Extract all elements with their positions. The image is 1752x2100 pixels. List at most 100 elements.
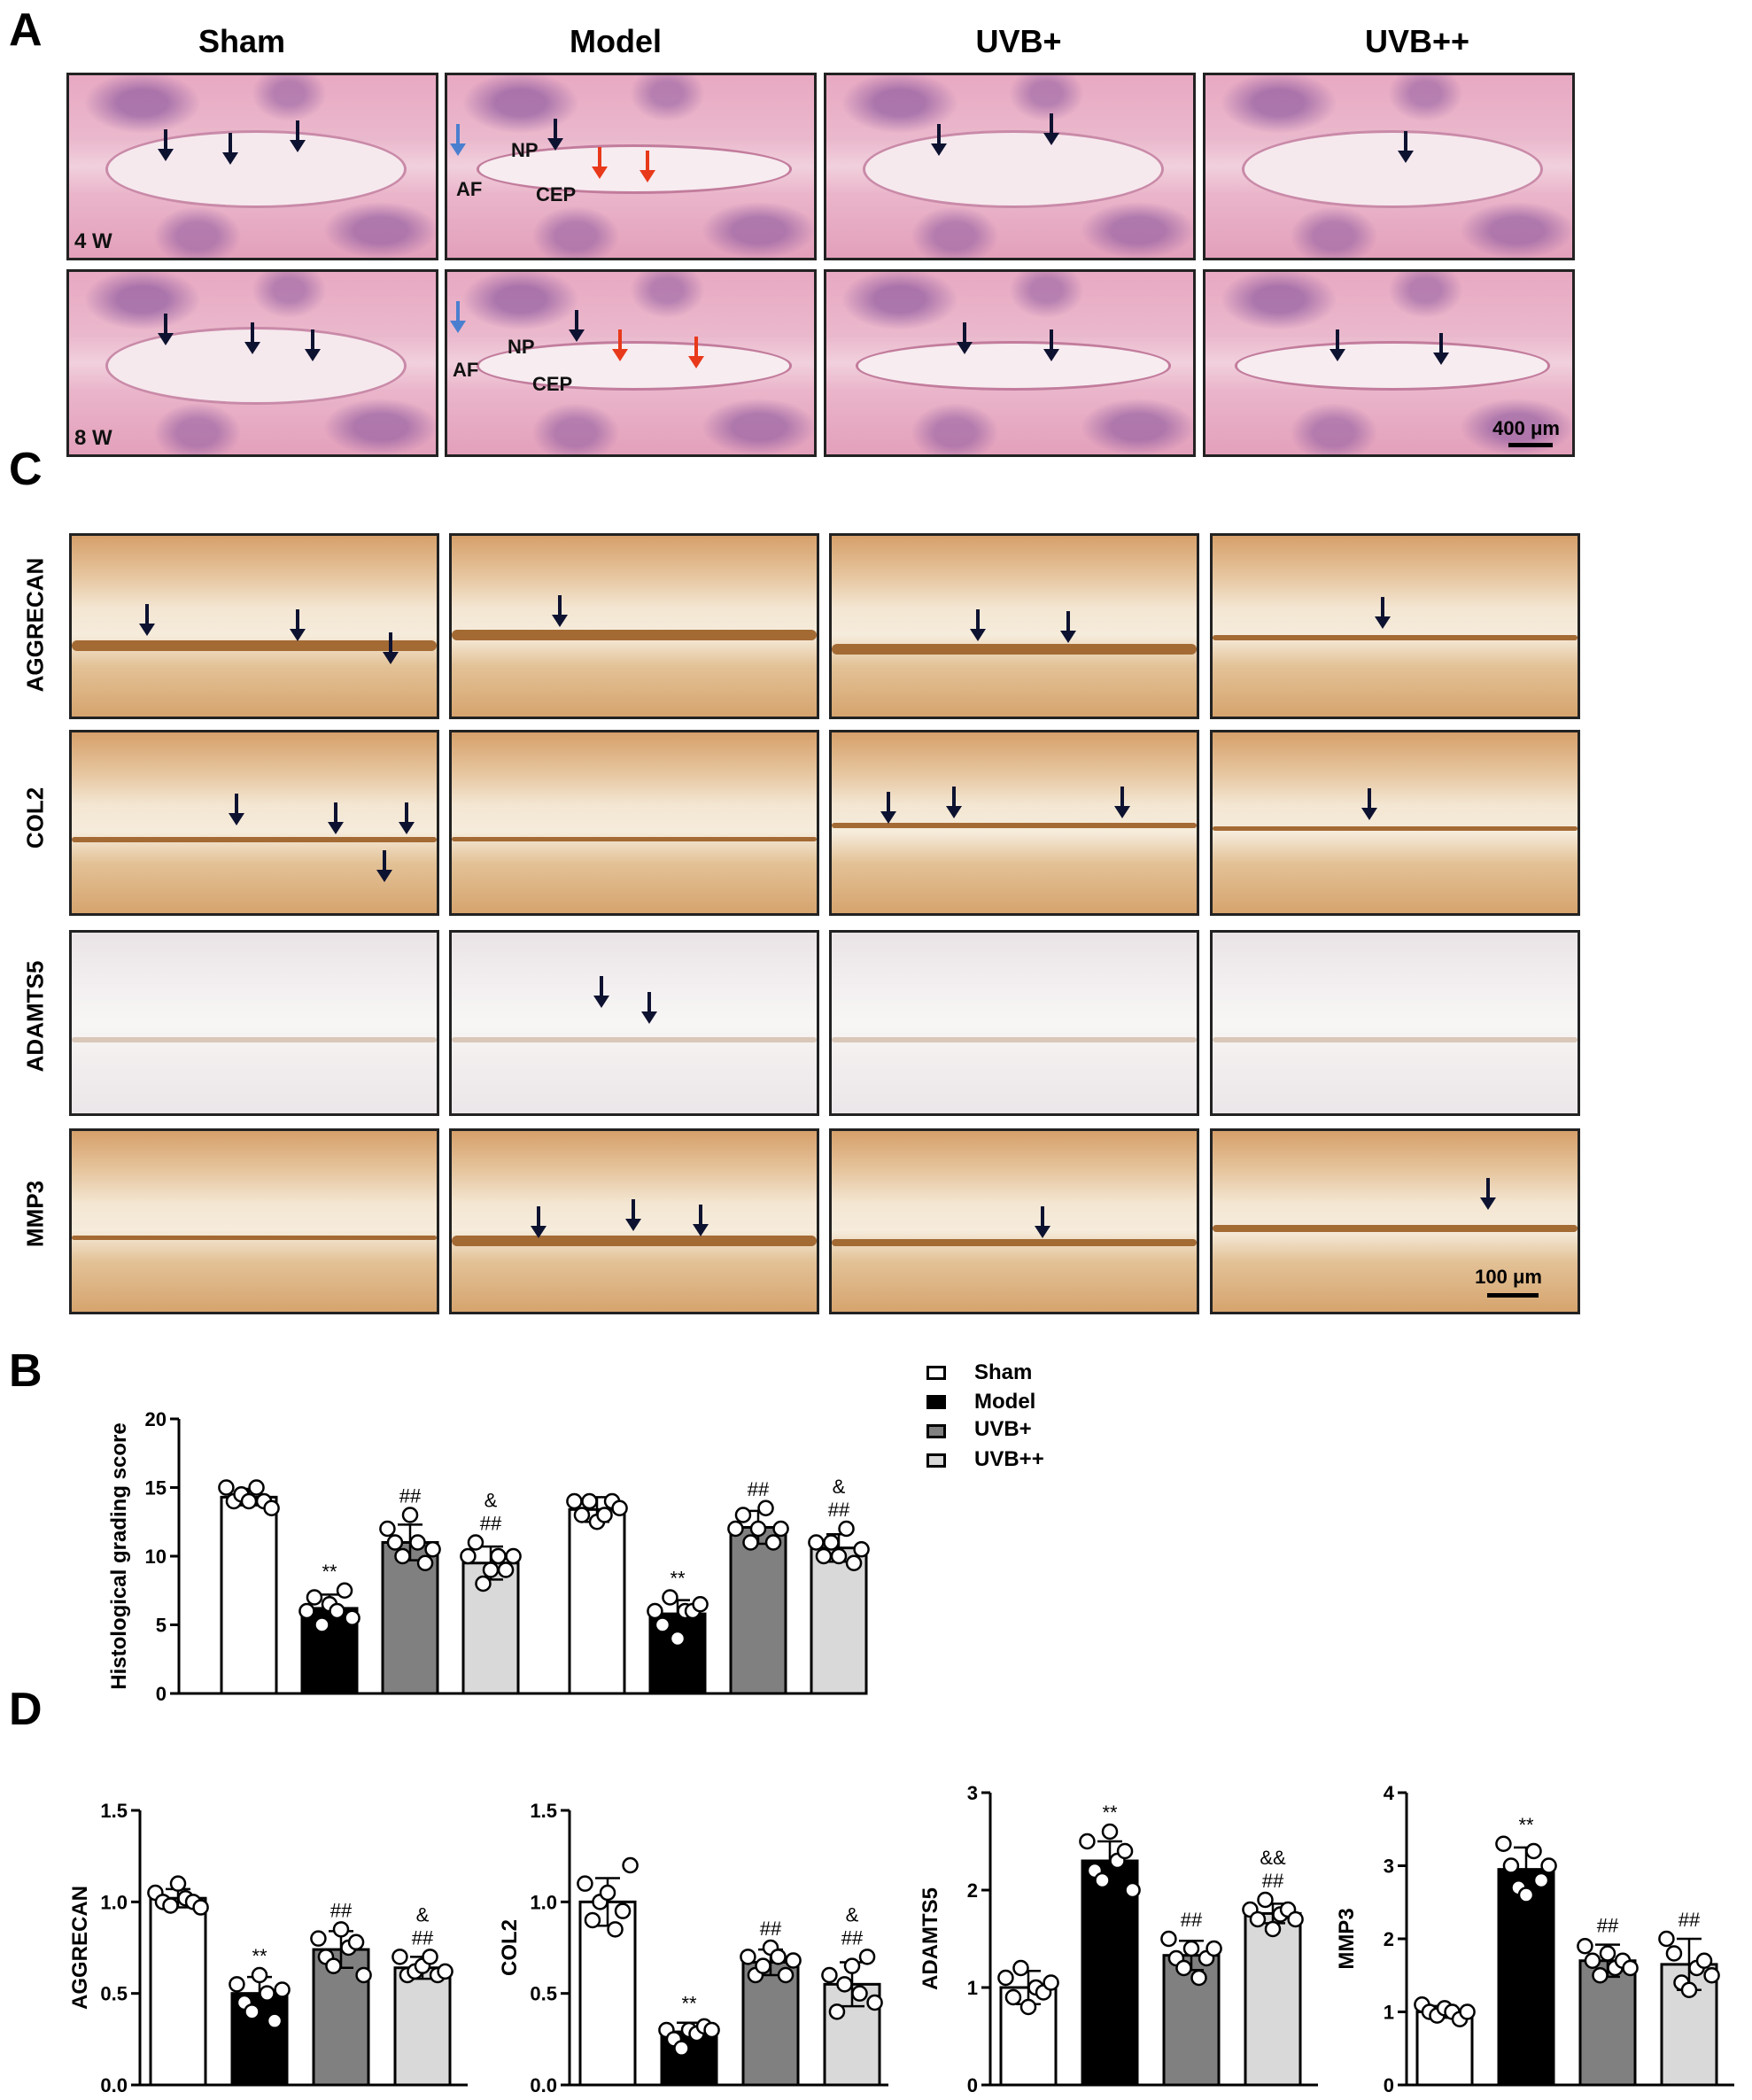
significance-label: ## — [1262, 1870, 1284, 1892]
data-point — [742, 1534, 759, 1551]
bar — [729, 1525, 787, 1695]
data-point — [482, 1561, 500, 1578]
y-axis-label: COL2 — [498, 1919, 522, 1976]
data-point — [599, 1884, 616, 1902]
significance-label: ## — [1678, 1909, 1701, 1931]
bar — [1244, 1911, 1302, 2087]
bar — [393, 1966, 452, 2087]
legend-label-sham: Sham — [974, 1360, 1033, 1384]
data-point — [251, 1966, 268, 1984]
data-point — [386, 1534, 404, 1551]
column-header-uvb-plus: UVB+ — [975, 23, 1062, 59]
data-point — [1584, 1952, 1601, 1969]
data-point — [843, 1957, 861, 1974]
he-image-uvb-plus-4w — [824, 73, 1196, 260]
data-point — [475, 1575, 492, 1592]
data-point — [703, 2021, 720, 2039]
data-point — [1695, 1952, 1713, 1969]
data-point — [347, 1933, 365, 1951]
legend-label-uvb-plus: UVB+ — [974, 1417, 1032, 1441]
data-point — [808, 1534, 825, 1551]
row-label-aggrecan: AGGRECAN — [21, 557, 49, 693]
ihc-adamts5-uvb-plusplus — [1210, 930, 1580, 1116]
y-tick-label: 1 — [1384, 2002, 1394, 2024]
ihc-mmp3-sham — [69, 1128, 439, 1314]
y-tick-label: 4 — [1384, 1782, 1395, 1804]
data-point — [263, 1499, 280, 1516]
data-point — [1287, 1910, 1304, 1928]
ihc-mmp3-uvb-plusplus: 100 μm — [1210, 1128, 1580, 1314]
data-point — [1079, 1833, 1096, 1850]
bar — [810, 1546, 868, 1695]
legend-label-uvb-plusplus: UVB++ — [974, 1447, 1044, 1471]
data-point — [1577, 1938, 1593, 1955]
data-point — [1622, 1959, 1639, 1977]
ihc-col2-model — [449, 730, 819, 916]
y-axis-label: MMP3 — [1335, 1908, 1359, 1969]
data-point — [505, 1547, 522, 1565]
data-point — [192, 1899, 209, 1916]
data-point — [614, 1902, 632, 1919]
significance-label: ## — [1181, 1909, 1203, 1931]
data-point — [997, 1969, 1014, 1987]
y-tick-label: 1.5 — [530, 1800, 557, 1822]
data-point — [162, 1897, 179, 1914]
data-point — [749, 1520, 767, 1538]
y-tick-label: 0.0 — [530, 2074, 557, 2096]
y-tick-label: 0.5 — [530, 1983, 557, 2005]
data-point — [437, 1963, 454, 1980]
y-tick-label: 1.0 — [530, 1891, 557, 1913]
week-label-4w: 4 W — [74, 229, 112, 253]
data-point — [1160, 1930, 1177, 1948]
data-point — [1124, 1881, 1141, 1899]
data-point — [692, 1596, 709, 1613]
data-point — [310, 1930, 327, 1947]
significance-label: ## — [330, 1899, 353, 1921]
he-image-model-8w: NP AF CEP — [445, 269, 817, 457]
bar — [1578, 1959, 1637, 2087]
data-point — [607, 1921, 624, 1938]
panel-letter-c: C — [9, 444, 43, 495]
y-tick-label: 1.5 — [100, 1800, 128, 1822]
significance-label: ** — [252, 1945, 267, 1967]
data-point — [1459, 2003, 1476, 2020]
data-point — [777, 1966, 795, 1984]
data-point — [1012, 1959, 1029, 1977]
y-axis-label: ADAMTS5 — [919, 1887, 942, 1990]
data-point — [755, 1957, 771, 1974]
y-tick-label: 3 — [967, 1782, 978, 1804]
data-point — [770, 1949, 787, 1965]
af-label: AF — [453, 359, 479, 381]
legend-swatch-uvb-plus — [926, 1424, 946, 1438]
he-image-uvb-plus-8w — [824, 269, 1196, 457]
y-tick-label: 10 — [145, 1546, 167, 1568]
significance-label: ** — [322, 1561, 337, 1583]
significance-label: ## — [399, 1485, 422, 1507]
cep-label: CEP — [536, 183, 577, 205]
chart-mmp3: 0 1 2 3 4 MMP3 ** ## ## — [1335, 1782, 1734, 2096]
data-point — [853, 1541, 870, 1558]
legend-swatch-uvb-plusplus — [926, 1453, 946, 1468]
he-image-uvb-plusplus-4w — [1203, 73, 1575, 260]
data-point — [332, 1921, 350, 1938]
bar — [741, 1961, 800, 2087]
data-point — [379, 1520, 396, 1538]
data-point — [394, 1547, 411, 1565]
y-tick-label: 1 — [967, 1977, 978, 1999]
y-axis-label: Histological grading score — [107, 1422, 131, 1689]
data-point — [422, 1949, 438, 1965]
significance-label: ## — [412, 1926, 434, 1949]
data-point — [1019, 1998, 1037, 2016]
y-tick-label: 15 — [145, 1477, 167, 1499]
y-tick-label: 2 — [967, 1879, 978, 1902]
data-point — [1703, 1967, 1720, 1984]
data-point — [836, 1976, 853, 1993]
row-label-col2: COL2 — [21, 787, 49, 849]
data-point — [851, 1985, 868, 2002]
chart-histological-grading: 0 5 10 15 20 Histological grading score ** ## ##… — [107, 1408, 870, 1705]
data-point — [1592, 1967, 1609, 1984]
data-point — [828, 2003, 846, 2020]
ihc-col2-uvb-plusplus — [1210, 730, 1580, 916]
data-point — [306, 1589, 323, 1606]
